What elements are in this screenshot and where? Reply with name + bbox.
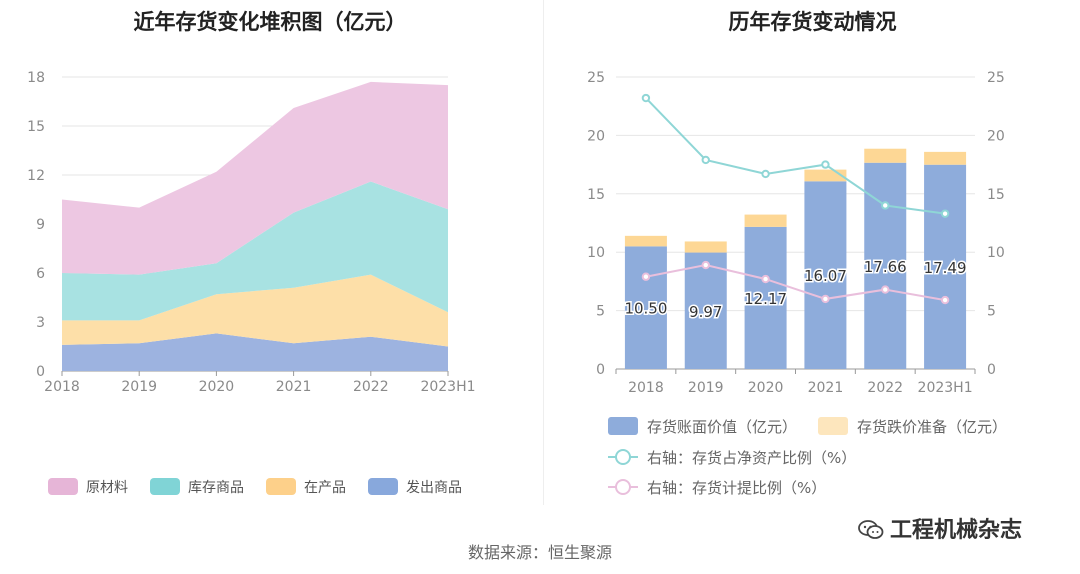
line-point bbox=[881, 285, 890, 294]
bar-存货跌价准备（亿元） bbox=[684, 241, 727, 253]
left-y-tick-label: 6 bbox=[36, 266, 45, 282]
left-legend-label: 库存商品 bbox=[188, 480, 244, 496]
right-legend-marker bbox=[615, 449, 631, 465]
bar-存货账面价值（亿元） bbox=[744, 226, 787, 369]
line-右轴：存货计提比例（%） bbox=[645, 264, 946, 302]
right-legend-swatch bbox=[818, 417, 848, 435]
line-point bbox=[761, 169, 770, 179]
panel-divider bbox=[543, 0, 544, 505]
right-y-tick-label: 20 bbox=[587, 128, 605, 144]
left-y-tick-label: 12 bbox=[27, 168, 45, 184]
bar-存货账面价值（亿元） bbox=[624, 246, 667, 369]
right-legend-swatch bbox=[608, 417, 638, 435]
line-point bbox=[641, 93, 651, 103]
line-point bbox=[641, 272, 651, 281]
bar-存货跌价准备（亿元） bbox=[804, 169, 847, 182]
right-chart-title: 历年存货变动情况 bbox=[728, 10, 897, 34]
bar-存货跌价准备（亿元） bbox=[744, 214, 787, 227]
line-point bbox=[821, 294, 830, 304]
right-x-tick-label: 2023H1 bbox=[918, 380, 973, 396]
right-legend-label: 右轴：存货计提比例（%） bbox=[647, 479, 826, 497]
right-x-tick-label: 2021 bbox=[808, 380, 844, 396]
right-legend-marker bbox=[615, 479, 631, 495]
data-source-note: 数据来源：恒生聚源 bbox=[467, 543, 612, 562]
right-y2-tick-label: 25 bbox=[987, 70, 1005, 86]
right-y-tick-label: 25 bbox=[587, 70, 605, 86]
left-y-tick-label: 9 bbox=[36, 217, 45, 233]
right-legend-label: 存货跌价准备（亿元） bbox=[857, 418, 1007, 436]
bar-value-label: 9.97 bbox=[689, 303, 722, 321]
left-y-tick-label: 18 bbox=[27, 70, 45, 86]
area-发出商品 bbox=[62, 333, 448, 371]
line-point bbox=[940, 295, 950, 305]
left-x-tick-label: 2021 bbox=[276, 379, 312, 395]
left-x-tick-label: 2020 bbox=[199, 379, 235, 395]
area-原材料 bbox=[62, 81, 448, 275]
line-point bbox=[701, 155, 710, 165]
right-x-tick-label: 2022 bbox=[867, 380, 903, 396]
wechat-icon bbox=[858, 520, 884, 539]
right-x-tick-label: 2019 bbox=[688, 380, 724, 396]
right-legend-label: 存货账面价值（亿元） bbox=[647, 418, 797, 436]
right-x-tick-label: 2020 bbox=[748, 380, 784, 396]
left-legend-label: 发出商品 bbox=[406, 480, 462, 496]
left-x-tick-label: 2023H1 bbox=[420, 379, 475, 395]
right-y2-tick-label: 5 bbox=[987, 304, 996, 320]
line-point bbox=[761, 274, 770, 284]
area-库存商品 bbox=[62, 181, 448, 321]
right-y2-tick-label: 20 bbox=[987, 128, 1005, 144]
line-point bbox=[881, 201, 890, 210]
right-y2-tick-label: 15 bbox=[987, 187, 1005, 203]
bar-存货跌价准备（亿元） bbox=[924, 151, 967, 165]
right-y-tick-label: 5 bbox=[596, 304, 605, 320]
line-point bbox=[940, 209, 950, 218]
line-point bbox=[701, 260, 710, 270]
line-右轴：存货占净资产比例（%） bbox=[645, 97, 946, 215]
bar-存货账面价值（亿元） bbox=[684, 252, 727, 369]
bar-存货账面价值（亿元） bbox=[924, 164, 967, 369]
right-y2-tick-label: 10 bbox=[987, 245, 1005, 261]
left-y-tick-label: 0 bbox=[36, 364, 45, 380]
right-y-tick-label: 15 bbox=[587, 187, 605, 203]
bar-value-label: 16.07 bbox=[804, 267, 847, 285]
right-y-tick-label: 0 bbox=[596, 362, 605, 378]
watermark: 工程机械杂志 bbox=[858, 512, 1022, 544]
left-x-tick-label: 2022 bbox=[353, 379, 389, 395]
left-legend-swatch bbox=[368, 478, 398, 495]
bar-存货账面价值（亿元） bbox=[804, 181, 847, 369]
bar-value-label: 17.49 bbox=[924, 259, 967, 277]
left-legend-label: 原材料 bbox=[86, 480, 128, 496]
left-legend-swatch bbox=[48, 478, 78, 495]
left-legend-swatch bbox=[150, 478, 180, 495]
right-y2-tick-label: 0 bbox=[987, 362, 996, 378]
line-point bbox=[821, 160, 830, 169]
left-y-tick-label: 3 bbox=[36, 315, 45, 331]
bar-value-label: 17.66 bbox=[864, 258, 907, 276]
bar-存货跌价准备（亿元） bbox=[624, 235, 667, 247]
left-x-tick-label: 2018 bbox=[44, 379, 80, 395]
right-x-tick-label: 2018 bbox=[628, 380, 664, 396]
left-y-tick-label: 15 bbox=[27, 119, 45, 135]
right-legend-label: 右轴：存货占净资产比例（%） bbox=[647, 449, 856, 467]
bar-value-label: 10.50 bbox=[624, 300, 667, 318]
left-legend-swatch bbox=[266, 478, 296, 495]
bar-value-label: 12.17 bbox=[744, 290, 787, 308]
left-chart-title: 近年存货变化堆积图（亿元） bbox=[133, 10, 407, 34]
bar-存货跌价准备（亿元） bbox=[864, 148, 907, 163]
right-y-tick-label: 10 bbox=[587, 245, 605, 261]
left-legend-label: 在产品 bbox=[304, 480, 346, 496]
left-x-tick-label: 2019 bbox=[121, 379, 157, 395]
area-在产品 bbox=[62, 274, 448, 347]
watermark-text: 工程机械杂志 bbox=[890, 518, 1023, 543]
